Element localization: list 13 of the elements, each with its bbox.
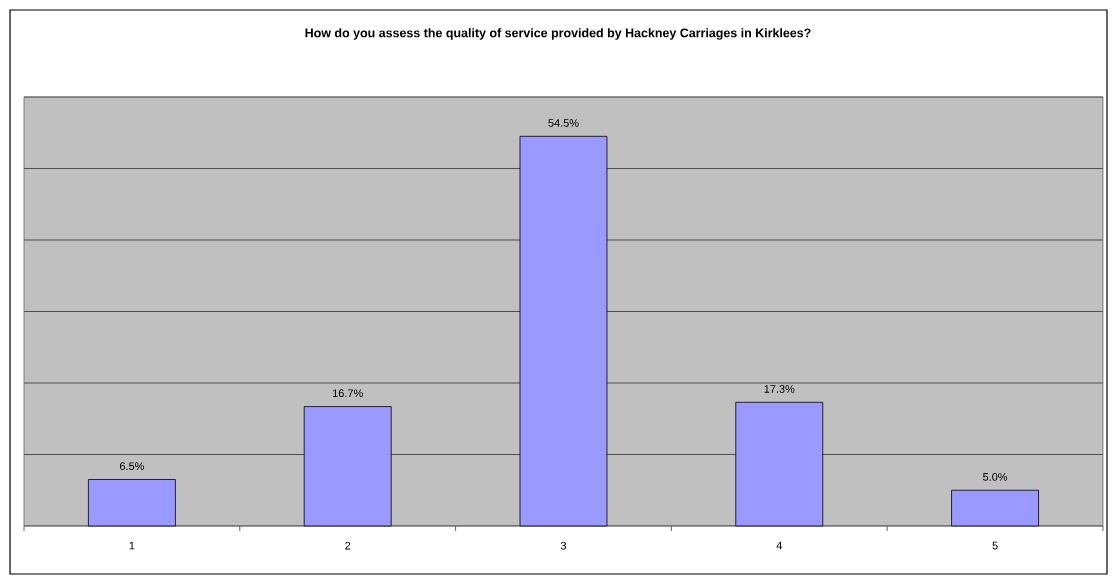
chart-title: How do you assess the quality of service provided by Hackney Carriages in Kirklees? (305, 28, 811, 40)
x-tick-label: 2 (345, 541, 351, 550)
x-tick-label: 3 (560, 541, 567, 550)
bar (951, 489, 1039, 527)
data-label: 6.5% (119, 462, 144, 471)
x-tick-label: 1 (129, 541, 135, 550)
data-label: 5.0% (983, 472, 1008, 481)
x-tick-label: 4 (776, 541, 782, 550)
data-label: 17.3% (764, 385, 795, 393)
data-label: 54.5% (548, 119, 579, 127)
bar (88, 479, 176, 527)
data-label: 16.7% (332, 389, 363, 398)
x-tick-label: 5 (992, 541, 998, 550)
